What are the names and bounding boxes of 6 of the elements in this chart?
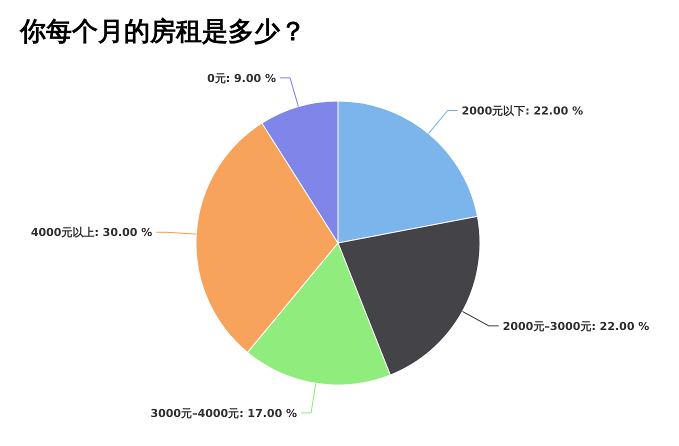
slice-label: 2000元–3000元: 22.00 % [502,320,650,333]
slice-label: 4000元以上: 30.00 % [30,226,152,240]
chart-title: 你每个月的房租是多少？ [19,17,306,47]
slice-label: 0元: 9.00 % [207,72,276,85]
slice-label: 3000元–4000元: 17.00 % [150,406,298,420]
slice-label: 2000元以下: 22.00 % [462,104,584,118]
